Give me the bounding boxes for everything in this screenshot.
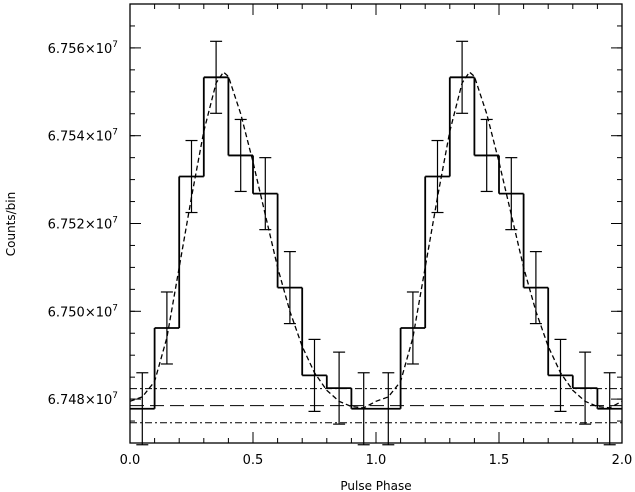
y-tick-label: 6.752×107 — [48, 216, 118, 233]
y-tick-label: 6.756×107 — [48, 40, 118, 57]
y-tick-label: 6.750×107 — [48, 303, 118, 320]
y-tick-label: 6.748×107 — [48, 391, 118, 408]
axis-ticks — [129, 3, 623, 444]
histogram-layer — [130, 76, 622, 410]
x-tick-label: 0.5 — [243, 453, 264, 468]
x-axis-title: Pulse Phase — [340, 479, 411, 492]
y-tick-labels: 6.748×107 6.750×107 6.752×107 6.754×107 6.75… — [48, 40, 118, 408]
x-tick-label: 2.0 — [612, 453, 633, 468]
y-axis-title: Counts/bin — [4, 192, 18, 257]
x-tick-label: 1.5 — [489, 453, 510, 468]
plot-frame — [129, 3, 623, 444]
x-tick-labels: 0.0 0.5 1.0 1.5 2.0 — [120, 453, 633, 468]
reference-lines — [130, 388, 622, 424]
x-tick-label: 0.0 — [120, 453, 141, 468]
y-tick-label: 6.754×107 — [48, 128, 118, 145]
x-tick-label: 1.0 — [366, 453, 387, 468]
error-bars — [136, 40, 616, 446]
